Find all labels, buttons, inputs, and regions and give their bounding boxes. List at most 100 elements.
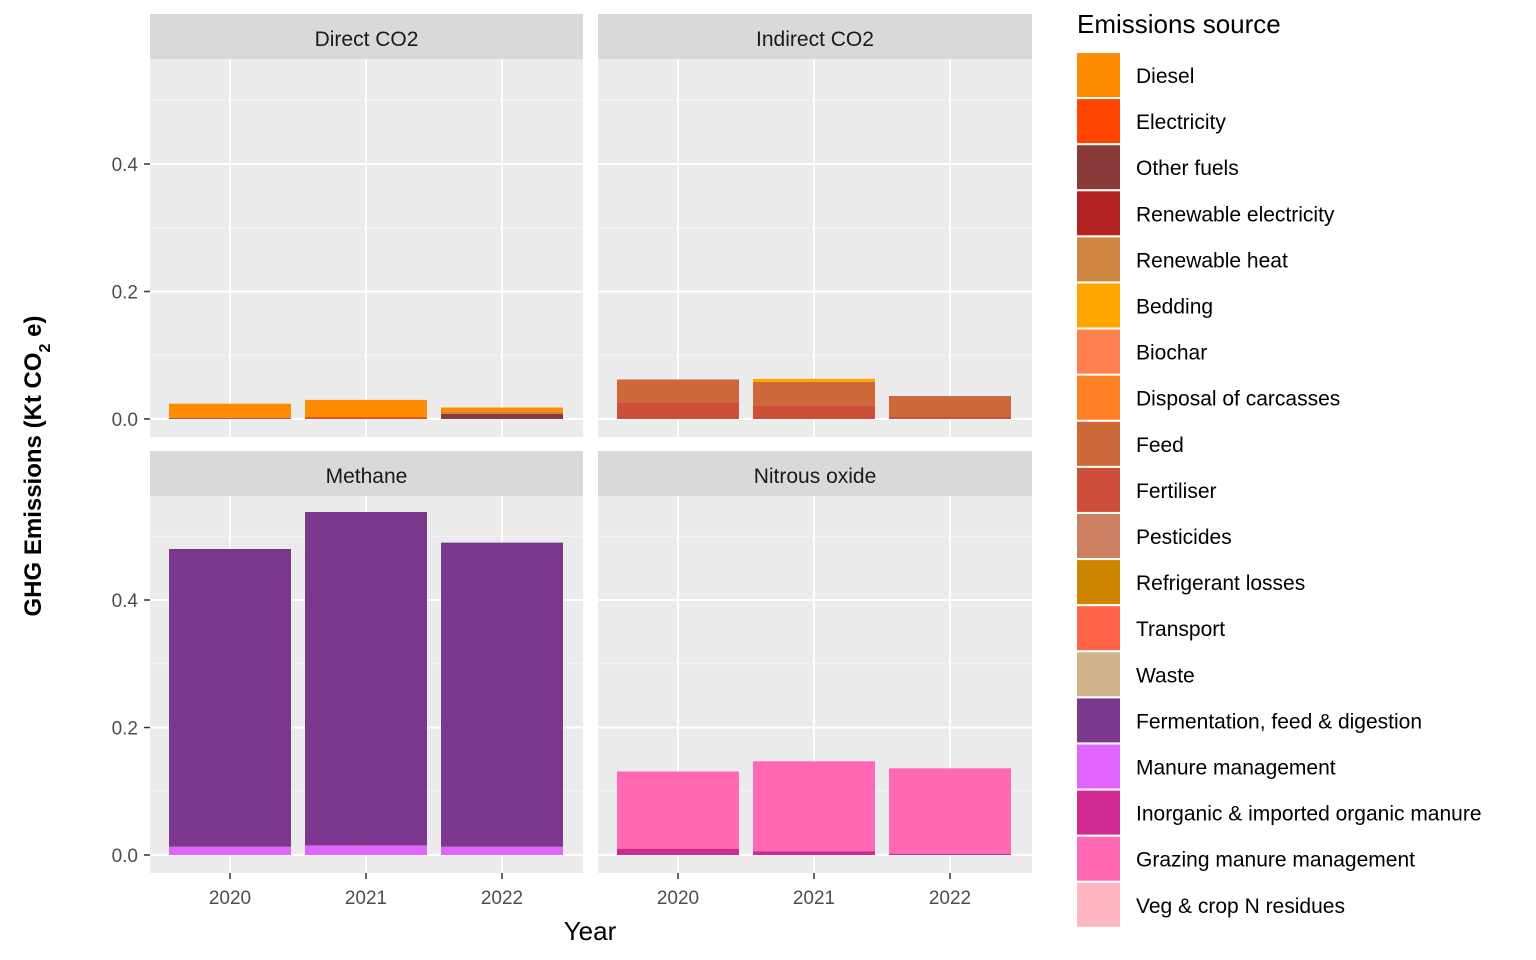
legend-item-renewable-heat: Renewable heat <box>1077 237 1288 282</box>
legend-label: Renewable heat <box>1136 249 1288 272</box>
bar-segment-2022-renewable-heat <box>441 411 563 414</box>
y-axis-title-subscript: 2 <box>37 343 54 352</box>
y-tick-label: 0.4 <box>112 155 139 176</box>
legend-item-diesel: Diesel <box>1077 53 1194 97</box>
bar-segment-2022-grazing-manure-management <box>889 768 1011 854</box>
y-tick-label: 0.4 <box>112 591 139 612</box>
legend-label: Pesticides <box>1136 526 1232 549</box>
legend-item-pesticides: Pesticides <box>1077 514 1232 558</box>
legend: Emissions source Diesel Electricity Other … <box>1077 9 1482 927</box>
legend-item-feed: Feed <box>1077 421 1184 466</box>
y-tick-label: 0.2 <box>112 283 138 304</box>
bar-segment-2021-electricity <box>305 417 427 419</box>
legend-key <box>1077 191 1120 236</box>
legend-label: Grazing manure management <box>1136 849 1415 872</box>
bar-segment-2020-other-fuels <box>169 418 291 419</box>
legend-key <box>1077 744 1120 789</box>
bar-segment-2021-grazing-manure-management <box>753 761 875 852</box>
legend-item-waste: Waste <box>1077 652 1195 697</box>
facet-strip <box>150 451 583 496</box>
x-tick-label: 2020 <box>209 888 251 909</box>
legend-key <box>1077 283 1120 328</box>
y-tick-label: 0.0 <box>112 846 138 867</box>
legend-key <box>1077 560 1120 605</box>
legend-label: Bedding <box>1136 296 1213 319</box>
bar-segment-2021-bedding <box>753 378 875 383</box>
bar-segment-2021-feed <box>753 382 875 406</box>
facet-strip <box>598 451 1032 496</box>
bar-segment-2021-diesel <box>305 399 427 418</box>
legend-item-manure-management: Manure management <box>1077 744 1336 789</box>
legend-item-veg-crop-n-residues: Veg & crop N residues <box>1077 882 1345 927</box>
legend-label: Feed <box>1136 434 1184 457</box>
legend-item-refrigerant-losses: Refrigerant losses <box>1077 560 1305 605</box>
bar-segment-2020-manure-management <box>169 846 291 855</box>
bar-segment-2022-manure-management <box>441 846 563 855</box>
bar-segment-2022-other-fuels <box>441 413 563 419</box>
legend-key <box>1077 790 1120 835</box>
bar-segment-2020-grazing-manure-management <box>617 771 739 849</box>
facet-label: Direct CO2 <box>315 28 419 51</box>
legend-item-inorganic-imported-organic-manure: Inorganic & imported organic manure <box>1077 790 1482 835</box>
legend-item-transport: Transport <box>1077 606 1225 651</box>
bar-segment-2020-inorganic-imported-organic-manure <box>617 848 739 855</box>
legend-key <box>1077 882 1120 927</box>
legend-label: Other fuels <box>1136 157 1239 180</box>
legend-key <box>1077 514 1120 558</box>
bar-segment-2020-fertiliser <box>617 402 739 419</box>
legend-key <box>1077 99 1120 144</box>
facet-strip <box>598 14 1032 59</box>
legend-label: Biochar <box>1136 342 1207 365</box>
legend-item-renewable-electricity: Renewable electricity <box>1077 191 1335 236</box>
legend-label: Refrigerant losses <box>1136 572 1305 595</box>
bar-segment-2022-feed <box>889 396 1011 417</box>
legend-title: Emissions source <box>1077 9 1281 39</box>
legend-label: Diesel <box>1136 65 1194 88</box>
legend-label: Transport <box>1136 618 1225 641</box>
facet-label: Indirect CO2 <box>756 28 874 51</box>
legend-items: Diesel Electricity Other fuels Renewable el… <box>1077 53 1482 927</box>
bar-segment-2021-inorganic-imported-organic-manure <box>753 851 875 855</box>
legend-item-bedding: Bedding <box>1077 283 1213 328</box>
legend-label: Fertiliser <box>1136 480 1217 503</box>
legend-item-fertiliser: Fertiliser <box>1077 467 1217 512</box>
legend-key <box>1077 652 1120 697</box>
bar-segment-2022-inorganic-imported-organic-manure <box>889 853 1011 855</box>
bar-segment-2020-electricity <box>169 417 291 419</box>
legend-label: Electricity <box>1136 111 1226 134</box>
facet-label: Methane <box>326 465 408 488</box>
legend-item-disposal-of-carcasses: Disposal of carcasses <box>1077 375 1340 420</box>
legend-item-other-fuels: Other fuels <box>1077 145 1239 190</box>
bar-segment-2022-diesel <box>441 407 563 412</box>
legend-label: Manure management <box>1136 757 1336 780</box>
x-tick-label: 2022 <box>481 888 523 909</box>
bar-segment-2020-fermentation-feed-digestion <box>169 549 291 847</box>
legend-item-fermentation-feed-digestion: Fermentation, feed & digestion <box>1077 698 1422 743</box>
legend-key <box>1077 421 1120 466</box>
legend-label: Fermentation, feed & digestion <box>1136 710 1422 733</box>
legend-key <box>1077 53 1120 97</box>
panel-methane: Methane <box>150 451 583 873</box>
legend-label: Inorganic & imported organic manure <box>1136 803 1482 826</box>
legend-key <box>1077 237 1120 282</box>
bar-segment-2021-other-fuels <box>305 418 427 419</box>
legend-item-biochar: Biochar <box>1077 329 1207 374</box>
x-tick-label: 2021 <box>345 888 387 909</box>
legend-key <box>1077 698 1120 743</box>
legend-key <box>1077 375 1120 420</box>
legend-item-electricity: Electricity <box>1077 99 1226 144</box>
legend-label: Disposal of carcasses <box>1136 388 1340 411</box>
legend-key <box>1077 329 1120 374</box>
bar-segment-2020-feed <box>617 379 739 403</box>
y-tick-label: 0.2 <box>112 719 138 740</box>
y-axis-title-suffix: e) <box>20 316 47 344</box>
facet-strip <box>150 14 583 59</box>
bar-segment-2021-fertiliser <box>753 405 875 419</box>
legend-label: Waste <box>1136 664 1195 687</box>
x-tick-label: 2020 <box>657 888 699 909</box>
bar-segment-2021-fermentation-feed-digestion <box>305 512 427 846</box>
axes-layer: 0.0 0.2 0.4 0.0 0.2 0.4 2020 2021 2022 2020 2021 20… <box>112 155 972 909</box>
y-axis-title-main: GHG Emissions (Kt CO <box>20 352 47 616</box>
panel-direct-co2: Direct CO2 <box>150 14 583 437</box>
